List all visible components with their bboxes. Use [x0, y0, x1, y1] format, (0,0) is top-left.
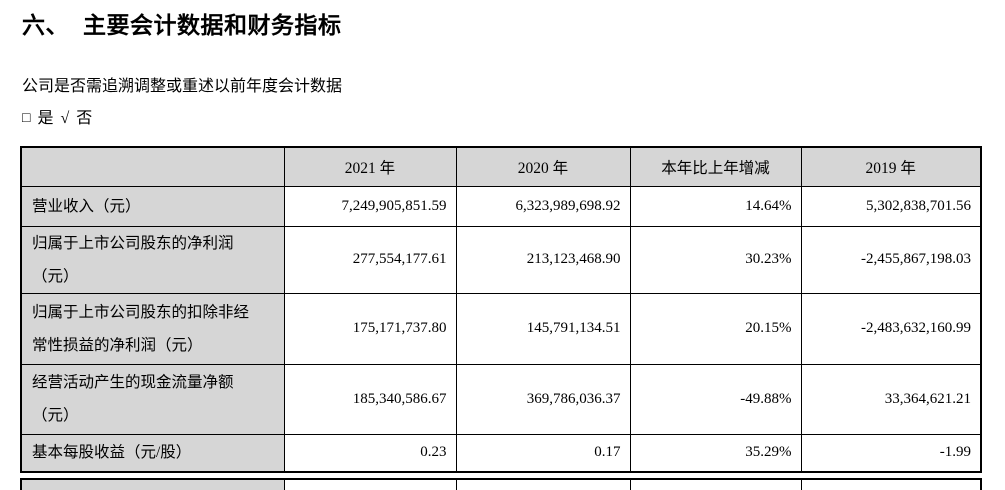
restatement-question: 公司是否需追溯调整或重述以前年度会计数据: [22, 78, 343, 95]
header-2020: 2020 年: [455, 146, 631, 187]
table-row: 营业收入（元） 7,249,905,851.59 6,323,989,698.9…: [20, 185, 982, 227]
value-2021: 175,171,737.80: [283, 292, 457, 365]
value-2021: 7,249,905,851.59: [283, 185, 457, 227]
row-label: 归属于上市公司股东的净利润 （元）: [20, 225, 285, 294]
value-2020: 145,791,134.51: [455, 292, 631, 365]
table-row: 经营活动产生的现金流量净额 （元） 185,340,586.67 369,786…: [20, 363, 982, 435]
yes-no-choice: □ 是 √ 否: [22, 104, 99, 128]
value-2019: 5,302,838,701.56: [800, 185, 982, 227]
value-2020: [455, 478, 631, 490]
value-2019: -1.99: [800, 433, 982, 473]
checkmark-icon: √: [60, 110, 70, 127]
value-change: 35.29%: [629, 433, 802, 473]
financial-indicators-table-continued: 稀释每股收益（元/股）: [20, 478, 982, 490]
value-2021: 185,340,586.67: [283, 363, 457, 435]
header-blank: [20, 146, 285, 187]
row-label: 营业收入（元）: [20, 185, 285, 227]
value-2019: -2,483,632,160.99: [800, 292, 982, 365]
value-2021: 0.23: [283, 433, 457, 473]
table-header-row: 2021 年 2020 年 本年比上年增减 2019 年: [20, 146, 982, 187]
header-yoy-change: 本年比上年增减: [629, 146, 802, 187]
table-row: 基本每股收益（元/股） 0.23 0.17 35.29% -1.99: [20, 433, 982, 473]
section-title-text: 主要会计数据和财务指标: [83, 13, 342, 38]
value-2019: -2,455,867,198.03: [800, 225, 982, 294]
header-2021: 2021 年: [283, 146, 457, 187]
value-change: 30.23%: [629, 225, 802, 294]
yes-label: 是: [37, 110, 54, 127]
value-change: 20.15%: [629, 292, 802, 365]
value-2021: [283, 478, 457, 490]
value-change: -49.88%: [629, 363, 802, 435]
value-2021: 277,554,177.61: [283, 225, 457, 294]
value-2019: [800, 478, 982, 490]
row-label: 基本每股收益（元/股）: [20, 433, 285, 473]
row-label: 稀释每股收益（元/股）: [20, 478, 285, 490]
checkbox-empty-icon: □: [22, 111, 31, 126]
header-2019: 2019 年: [800, 146, 982, 187]
value-2019: 33,364,621.21: [800, 363, 982, 435]
table-row: 归属于上市公司股东的扣除非经 常性损益的净利润（元） 175,171,737.8…: [20, 292, 982, 365]
financial-indicators-table: 2021 年 2020 年 本年比上年增减 2019 年 营业收入（元） 7,2…: [20, 146, 982, 473]
section-title: 六、 主要会计数据和财务指标: [22, 6, 342, 40]
value-2020: 369,786,036.37: [455, 363, 631, 435]
table-row-clipped: 稀释每股收益（元/股）: [20, 478, 982, 490]
value-change: [629, 478, 802, 490]
row-label: 经营活动产生的现金流量净额 （元）: [20, 363, 285, 435]
row-label: 归属于上市公司股东的扣除非经 常性损益的净利润（元）: [20, 292, 285, 365]
section-number: 六、: [22, 13, 69, 38]
value-change: 14.64%: [629, 185, 802, 227]
value-2020: 6,323,989,698.92: [455, 185, 631, 227]
value-2020: 213,123,468.90: [455, 225, 631, 294]
value-2020: 0.17: [455, 433, 631, 473]
no-label: 否: [76, 110, 93, 127]
table-row: 归属于上市公司股东的净利润 （元） 277,554,177.61 213,123…: [20, 225, 982, 294]
